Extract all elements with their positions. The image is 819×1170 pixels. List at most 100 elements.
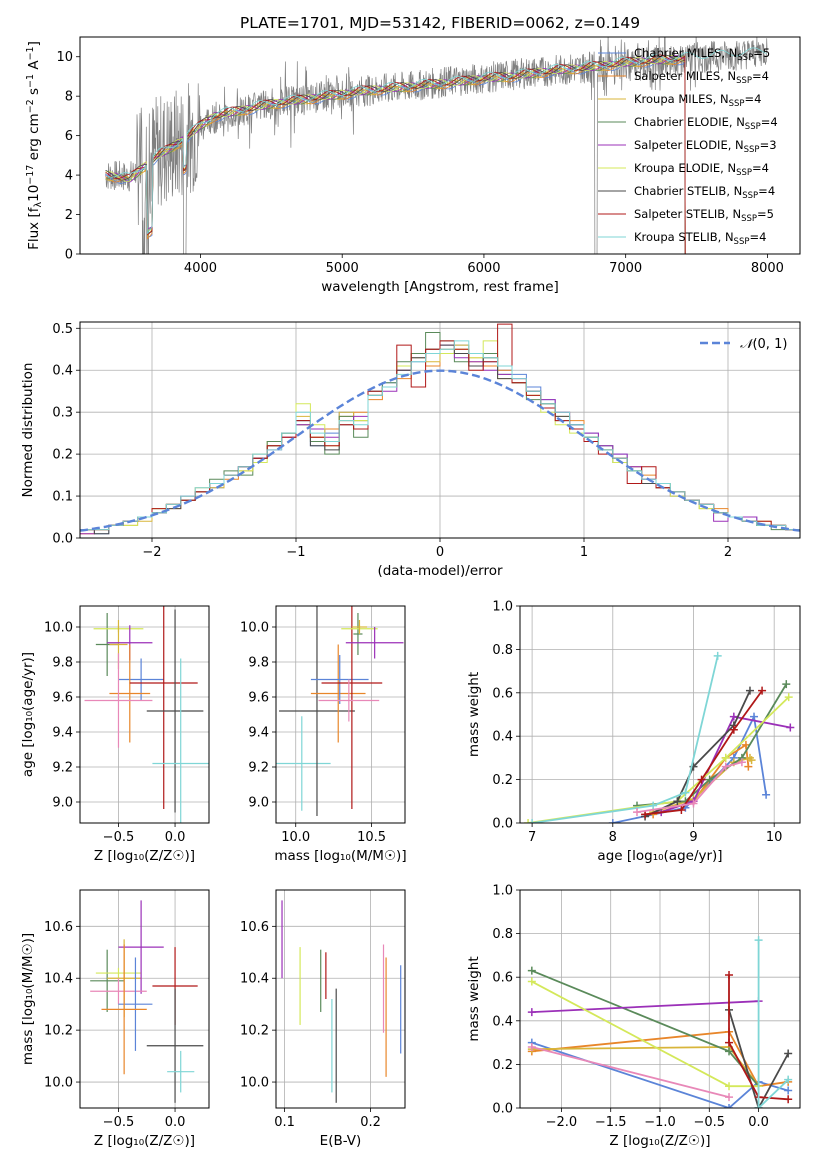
legend-n: N [729,46,738,60]
y-tick-label: 9.6 [52,691,73,706]
plot-area [527,936,793,1108]
weight-marker [527,977,536,986]
legend-label: Chabrier STELIB, NSSP=4 [634,184,775,201]
weight-marker [649,801,658,810]
model-spectrum-chabrier-elodie [105,55,686,254]
legend-sep: , [721,46,728,60]
y-tick-label: 2 [65,208,73,223]
panel-mass-vs-Z: −0.5 0.0 10.0 10.2 10.4 10.6 Z [log₁₀(Z/Z☉)] ma… [20,889,210,1149]
y-axis-label: age [log₁₀(age/yr)] [20,652,36,777]
weight-line-extra_pink [531,1046,730,1098]
legend-sub: SSP [736,76,752,86]
weight-marker [782,680,791,689]
y-tick-label: 10.0 [44,1076,73,1091]
x-tick-label: 4000 [184,261,217,276]
grid [276,606,405,823]
x-axis-label: age [log₁₀(age/yr)] [597,848,722,864]
x-tick-label: 1 [580,545,588,560]
plot-area [80,323,800,538]
x-tick-label: 0.0 [748,1115,769,1130]
grid [520,605,800,824]
y-tick-label: 0.2 [492,1058,513,1073]
panel-spectrum: 4000 5000 6000 7000 8000 0 2 4 6 8 10 wavelength [A… [56,36,801,295]
weight-marker [784,693,793,702]
x-tick-label: −1.0 [644,1115,676,1130]
legend-sub: SSP [734,237,750,247]
x-tick-label: 9 [689,830,697,845]
legend-sub: SSP [744,145,760,155]
weight-marker [725,1093,734,1102]
panel-weight-vs-Z: −2.0 −1.5 −1.0 −0.5 0.0 0.0 0.2 0.4 0.6 0.8 1.0 Z [… [466,884,801,1149]
weight-line-kroupa-stelib [757,940,789,1108]
y-tick-label: 9.8 [248,656,269,671]
legend-value: 4 [762,69,769,83]
legend-name: Chabrier ELODIE [634,115,729,129]
x-tick-label: 10.5 [357,830,386,845]
y-tick-label: 0 [65,248,73,263]
weight-marker [784,1095,793,1104]
y-tick-label: 8 [65,90,73,105]
weight-marker [745,686,754,695]
y-axis-label: Normed distribution [20,363,36,498]
weight-marker [754,1104,763,1108]
legend-eq: = [758,184,768,198]
legend-value: 4 [768,184,775,198]
y-label-part: erg cm [26,113,42,164]
legend-n: N [734,184,743,198]
y-tick-label: 10.2 [44,1024,73,1039]
legend-sub: SSP [742,191,758,201]
x-axis-label: E(B-V) [320,1133,362,1149]
legend-n: N [736,115,745,129]
weight-marker [681,788,690,797]
x-tick-label: 0.0 [165,1115,186,1130]
legend-eq: = [752,161,762,175]
legend-label: 𝒩(0, 1) [740,337,787,352]
legend-normal-args: (0, 1) [752,337,787,352]
legend-eq: = [744,92,754,106]
legend-value: 4 [759,230,766,244]
x-tick-label: 5000 [326,261,359,276]
chart-title: PLATE=1701, MJD=53142, FIBERID=0062, z=0… [240,14,640,32]
y-tick-label: 9.0 [52,796,73,811]
y-tick-label: 10.4 [44,972,73,987]
panel-age-vs-Z: −0.5 0.0 9.0 9.2 9.4 9.6 9.8 10.0 Z [log₁₀(Z/Z☉)… [20,605,210,864]
weight-marker [633,808,642,817]
weight-marker [729,712,738,721]
weight-marker [673,797,682,806]
y-label-part: −1 [25,74,36,88]
weight-marker [737,758,746,767]
weight-marker [608,819,617,823]
weight-marker [784,1075,793,1084]
legend-sep: , [713,92,720,106]
x-tick-label: 7 [528,830,536,845]
y-label-part: s [26,88,42,99]
weight-marker [762,790,771,799]
weight-marker [758,686,767,695]
axes-frame [519,605,801,824]
x-axis-label: Z [log₁₀(Z/Z☉)] [609,1133,710,1149]
x-tick-label: 8000 [751,261,784,276]
weight-marker [750,712,759,721]
weight-line-salpeter-stelib [728,975,789,1101]
legend-n: N [727,161,736,175]
weight-marker [784,1086,793,1095]
y-tick-label: 9.4 [248,726,269,741]
panel-weight-vs-age: 7 8 9 10 0.0 0.2 0.4 0.6 0.8 1.0 age [log₁₀(age/yr… [466,600,801,864]
model-spectrum-salpeter-stelib [105,54,686,254]
plot-area [281,900,402,1103]
weight-marker [725,1082,734,1091]
y-tick-label: 10.6 [44,920,73,935]
y-label-part: −1 [25,46,36,60]
x-tick-label: −0.5 [103,1115,135,1130]
axes-frame [275,889,406,1109]
plot-area [524,651,795,823]
model-spectrum-salpeter-elodie [105,55,686,254]
legend-sep: , [728,138,735,152]
weight-marker [784,1049,793,1058]
legend-n: N [720,92,729,106]
legend-name: Salpeter MILES [634,69,720,83]
y-tick-label: 10.0 [240,1076,269,1091]
panel-residuals: −2 −1 0 1 2 0.0 0.1 0.2 0.3 0.4 0.5 (data-model)/er… [20,321,801,579]
weight-marker [721,753,730,762]
weight-marker [524,819,533,823]
